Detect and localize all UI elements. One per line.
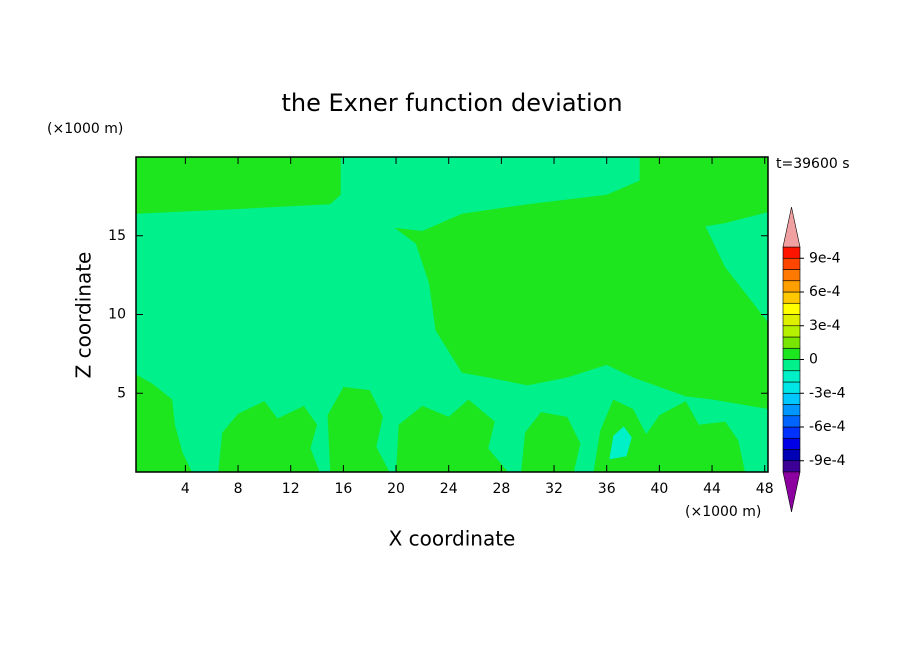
colorbar-box	[782, 347, 801, 360]
colorbar-tick-label: -6e-4	[809, 419, 846, 435]
y-tick-label: 5	[117, 385, 126, 401]
x-tick-label: 36	[598, 481, 616, 497]
colorbar-box	[782, 381, 801, 394]
contour-region	[609, 426, 632, 460]
contour-region	[136, 157, 341, 214]
x-unit: (×1000 m)	[685, 504, 761, 520]
colorbar-box	[782, 257, 801, 270]
x-tick-label: 16	[334, 481, 352, 497]
colorbar-box	[782, 359, 801, 372]
y-tick-label: 15	[108, 228, 126, 244]
contour-region	[136, 374, 192, 472]
contour-region	[593, 399, 745, 472]
contour-field	[136, 157, 768, 472]
colorbar-box	[782, 392, 801, 405]
colorbar-box	[782, 325, 801, 338]
colorbar-box	[782, 415, 801, 428]
colorbar-tick-label: 0	[809, 352, 818, 368]
colorbar-box	[782, 437, 801, 450]
colorbar-box	[782, 449, 801, 462]
colorbar-box	[782, 404, 801, 417]
contour-region	[218, 401, 320, 472]
colorbar-box	[782, 370, 801, 383]
time-annotation: t=39600 s	[776, 156, 850, 172]
y-tick-label: 10	[108, 307, 126, 323]
contour-region	[521, 412, 581, 472]
x-tick-label: 24	[440, 481, 458, 497]
colorbar-box	[782, 302, 801, 315]
colorbar-box	[782, 246, 801, 259]
contour-region	[394, 157, 768, 409]
colorbar-box	[782, 314, 801, 327]
colorbar-box	[782, 426, 801, 439]
colorbar-box	[782, 280, 801, 293]
y-axis-label: Z coordinate	[72, 252, 96, 379]
x-tick-label: 40	[650, 481, 668, 497]
x-tick-label: 44	[703, 481, 721, 497]
colorbar-tick-label: 6e-4	[809, 284, 841, 300]
colorbar-under	[782, 471, 801, 513]
colorbar-tick-label: -3e-4	[809, 385, 846, 401]
colorbar-box	[782, 336, 801, 349]
x-tick-label: 20	[387, 481, 405, 497]
x-axis-label: X coordinate	[389, 527, 516, 551]
x-tick-label: 28	[492, 481, 510, 497]
chart-title: the Exner function deviation	[281, 89, 622, 117]
colorbar-tick-label: 9e-4	[809, 250, 841, 266]
x-tick-label: 32	[545, 481, 563, 497]
colorbar-over	[782, 206, 801, 248]
x-tick-label: 12	[282, 481, 300, 497]
x-tick-label: 48	[756, 481, 774, 497]
contour-region	[396, 399, 508, 472]
x-tick-label: 8	[234, 481, 243, 497]
colorbar-tick-label: 3e-4	[809, 318, 841, 334]
colorbar-tick-label: -9e-4	[809, 453, 846, 469]
colorbar-box	[782, 291, 801, 304]
y-unit: (×1000 m)	[47, 121, 123, 137]
colorbar-box	[782, 269, 801, 282]
colorbar-box	[782, 460, 801, 473]
contour-region	[327, 386, 390, 472]
x-tick-label: 4	[181, 481, 190, 497]
